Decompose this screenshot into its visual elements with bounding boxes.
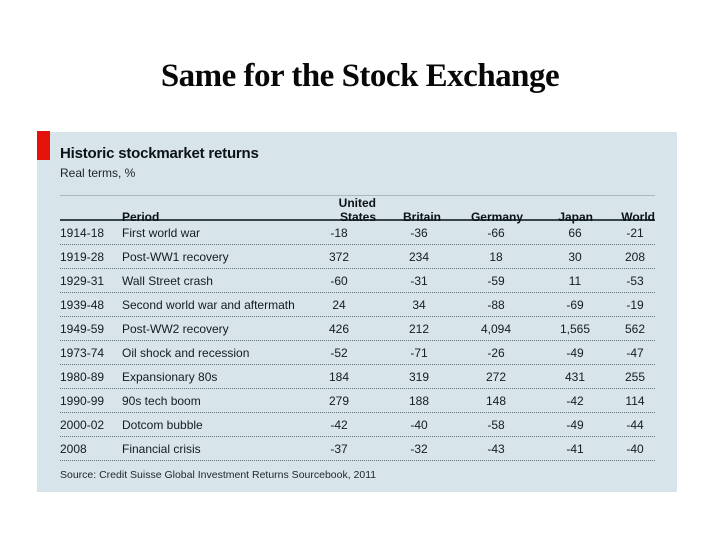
value-britain: 34 (412, 297, 426, 312)
value-britain: 319 (408, 369, 430, 384)
value-united-states: -60 (330, 273, 348, 288)
value-germany: -26 (487, 345, 505, 360)
value-united-states: 184 (328, 369, 350, 384)
period-cell: Oil shock and recession (122, 345, 250, 360)
period-cell: Financial crisis (122, 441, 201, 456)
period-cell: 90s tech boom (122, 393, 201, 408)
col-header-britain: Britain (402, 210, 441, 224)
value-world: -19 (626, 297, 644, 312)
period-cell: Post-WW2 recovery (122, 321, 229, 336)
value-germany: -59 (487, 273, 505, 288)
value-germany: 4,094 (480, 321, 512, 336)
table-row: 1949-59 Post-WW2 recovery 426 212 4,094 … (60, 317, 655, 341)
col-header-period: Period (122, 210, 160, 224)
value-britain: 188 (408, 393, 430, 408)
years-cell: 1914-18 (60, 225, 105, 240)
value-britain: -71 (410, 345, 428, 360)
col-header-united-states: United States (338, 196, 376, 224)
years-cell: 2000-02 (60, 417, 105, 432)
value-japan: 66 (568, 225, 582, 240)
period-cell: Dotcom bubble (122, 417, 203, 432)
table-row: 1973-74 Oil shock and recession -52 -71 … (60, 341, 655, 365)
value-united-states: -42 (330, 417, 348, 432)
value-united-states: -18 (330, 225, 348, 240)
years-cell: 1949-59 (60, 321, 105, 336)
value-japan: -41 (566, 441, 584, 456)
table-row: 1990-99 90s tech boom 279 188 148 -42 11… (60, 389, 655, 413)
value-world: -47 (626, 345, 644, 360)
value-britain: -31 (410, 273, 428, 288)
table-subtitle: Real terms, % (60, 166, 136, 180)
period-cell: Expansionary 80s (122, 369, 218, 384)
years-cell: 1980-89 (60, 369, 105, 384)
value-world: -40 (626, 441, 644, 456)
table-row: 1980-89 Expansionary 80s 184 319 272 431… (60, 365, 655, 389)
years-cell: 1929-31 (60, 273, 105, 288)
value-germany: -66 (487, 225, 505, 240)
value-world: -53 (626, 273, 644, 288)
table-row: 2008 Financial crisis -37 -32 -43 -41 -4… (60, 437, 655, 461)
value-japan: 431 (564, 369, 586, 384)
value-japan: -49 (566, 345, 584, 360)
years-cell: 1919-28 (60, 249, 105, 264)
period-cell: Wall Street crash (122, 273, 213, 288)
value-germany: -88 (487, 297, 505, 312)
value-united-states: -37 (330, 441, 348, 456)
period-cell: First world war (122, 225, 201, 240)
value-world: 208 (624, 249, 646, 264)
value-germany: 272 (485, 369, 507, 384)
table-row: 1919-28 Post-WW1 recovery 372 234 18 30 … (60, 245, 655, 269)
value-japan: 30 (568, 249, 582, 264)
value-britain: -32 (410, 441, 428, 456)
value-world: -44 (626, 417, 644, 432)
value-united-states: 24 (332, 297, 346, 312)
value-united-states: 372 (328, 249, 350, 264)
value-britain: -40 (410, 417, 428, 432)
top-rule (60, 195, 655, 196)
stockmarket-returns-panel: Historic stockmarket returns Real terms,… (37, 131, 677, 492)
table-row: 1929-31 Wall Street crash -60 -31 -59 11… (60, 269, 655, 293)
value-japan: 11 (568, 273, 582, 288)
col-header-japan: Japan (558, 210, 593, 224)
value-world: 562 (624, 321, 646, 336)
value-world: -21 (626, 225, 644, 240)
table-title: Historic stockmarket returns (60, 145, 259, 162)
value-germany: -58 (487, 417, 505, 432)
table-row: 1914-18 First world war -18 -36 -66 66 -… (60, 221, 655, 245)
col-header-germany: Germany (470, 210, 523, 224)
value-united-states: 279 (328, 393, 350, 408)
col-header-world: World (621, 210, 655, 224)
value-world: 255 (624, 369, 646, 384)
period-cell: Post-WW1 recovery (122, 249, 229, 264)
table-header-row: Period United States Britain Germany Jap… (60, 196, 655, 224)
value-germany: 148 (485, 393, 507, 408)
value-germany: 18 (489, 249, 503, 264)
value-britain: 234 (408, 249, 430, 264)
value-world: 114 (625, 393, 645, 408)
slide-title: Same for the Stock Exchange (160, 58, 560, 94)
source-note: Source: Credit Suisse Global Investment … (60, 469, 377, 481)
value-japan: 1,565 (559, 321, 591, 336)
years-cell: 2008 (60, 441, 87, 456)
value-germany: -43 (487, 441, 505, 456)
value-united-states: -52 (330, 345, 348, 360)
years-cell: 1939-48 (60, 297, 105, 312)
table-row: 1939-48 Second world war and aftermath 2… (60, 293, 655, 317)
years-cell: 1973-74 (60, 345, 105, 360)
value-britain: -36 (410, 225, 428, 240)
value-united-states: 426 (328, 321, 350, 336)
red-accent-bar (37, 131, 50, 160)
value-japan: -49 (566, 417, 584, 432)
value-japan: -69 (566, 297, 584, 312)
value-japan: -42 (566, 393, 584, 408)
table-row: 2000-02 Dotcom bubble -42 -40 -58 -49 -4… (60, 413, 655, 437)
value-britain: 212 (408, 321, 430, 336)
years-cell: 1990-99 (60, 393, 105, 408)
period-cell: Second world war and aftermath (122, 297, 295, 312)
